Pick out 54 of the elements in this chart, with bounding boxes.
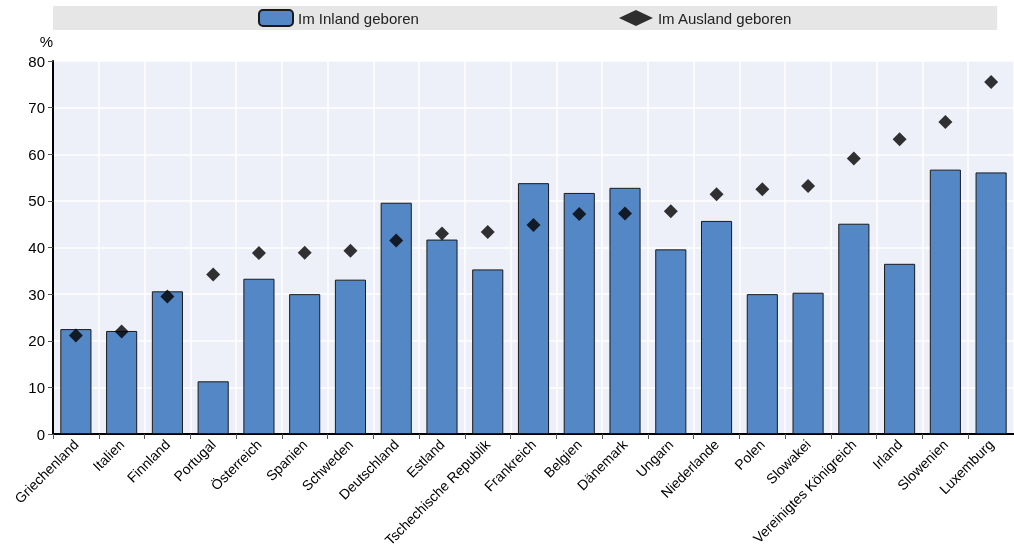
bar: [426, 239, 458, 434]
bar: [197, 381, 229, 434]
point: [572, 206, 587, 221]
legend-label: Im Inland geboren: [298, 9, 419, 27]
point: [618, 206, 633, 221]
y-tick-label: 20: [28, 332, 45, 350]
point: [755, 182, 770, 197]
bar: [243, 278, 275, 434]
point: [480, 225, 495, 240]
point: [663, 204, 678, 219]
y-tick-label: 50: [28, 192, 45, 210]
bar: [106, 330, 138, 434]
bar: [517, 183, 550, 434]
bar: [884, 263, 916, 434]
point: [343, 243, 358, 258]
point: [434, 226, 449, 241]
point: [526, 218, 541, 233]
legend-label: Im Ausland geboren: [657, 9, 792, 27]
bar: [563, 192, 595, 434]
point: [938, 115, 953, 130]
point: [389, 233, 404, 248]
bar: [929, 169, 961, 434]
y-tick-label: 70: [28, 99, 45, 117]
point: [251, 246, 266, 261]
y-tick-label: 80: [28, 52, 45, 70]
bar: [746, 294, 778, 434]
point: [206, 267, 221, 282]
bar: [151, 291, 183, 434]
y-axis-title: %: [39, 33, 53, 50]
point: [297, 245, 312, 260]
point: [68, 328, 83, 343]
y-tick-label: 10: [28, 378, 45, 396]
point: [801, 178, 816, 193]
point: [984, 74, 999, 89]
bar: [792, 292, 824, 434]
bar: [655, 249, 687, 434]
y-tick-label: 60: [28, 145, 45, 163]
point: [846, 151, 861, 166]
bar: [975, 172, 1007, 434]
point: [160, 289, 175, 304]
y-tick-label: 0: [36, 425, 45, 443]
point: [114, 324, 129, 339]
bar: [289, 294, 321, 434]
point: [892, 132, 907, 147]
bar: [472, 269, 504, 434]
bar: [838, 223, 870, 434]
point: [709, 187, 724, 202]
bar: [334, 279, 367, 434]
bar: [60, 329, 92, 434]
bar: [700, 220, 733, 434]
bar: [609, 187, 641, 434]
bar: [380, 202, 412, 434]
y-tick-label: 30: [28, 285, 45, 303]
y-tick-label: 40: [28, 239, 45, 256]
